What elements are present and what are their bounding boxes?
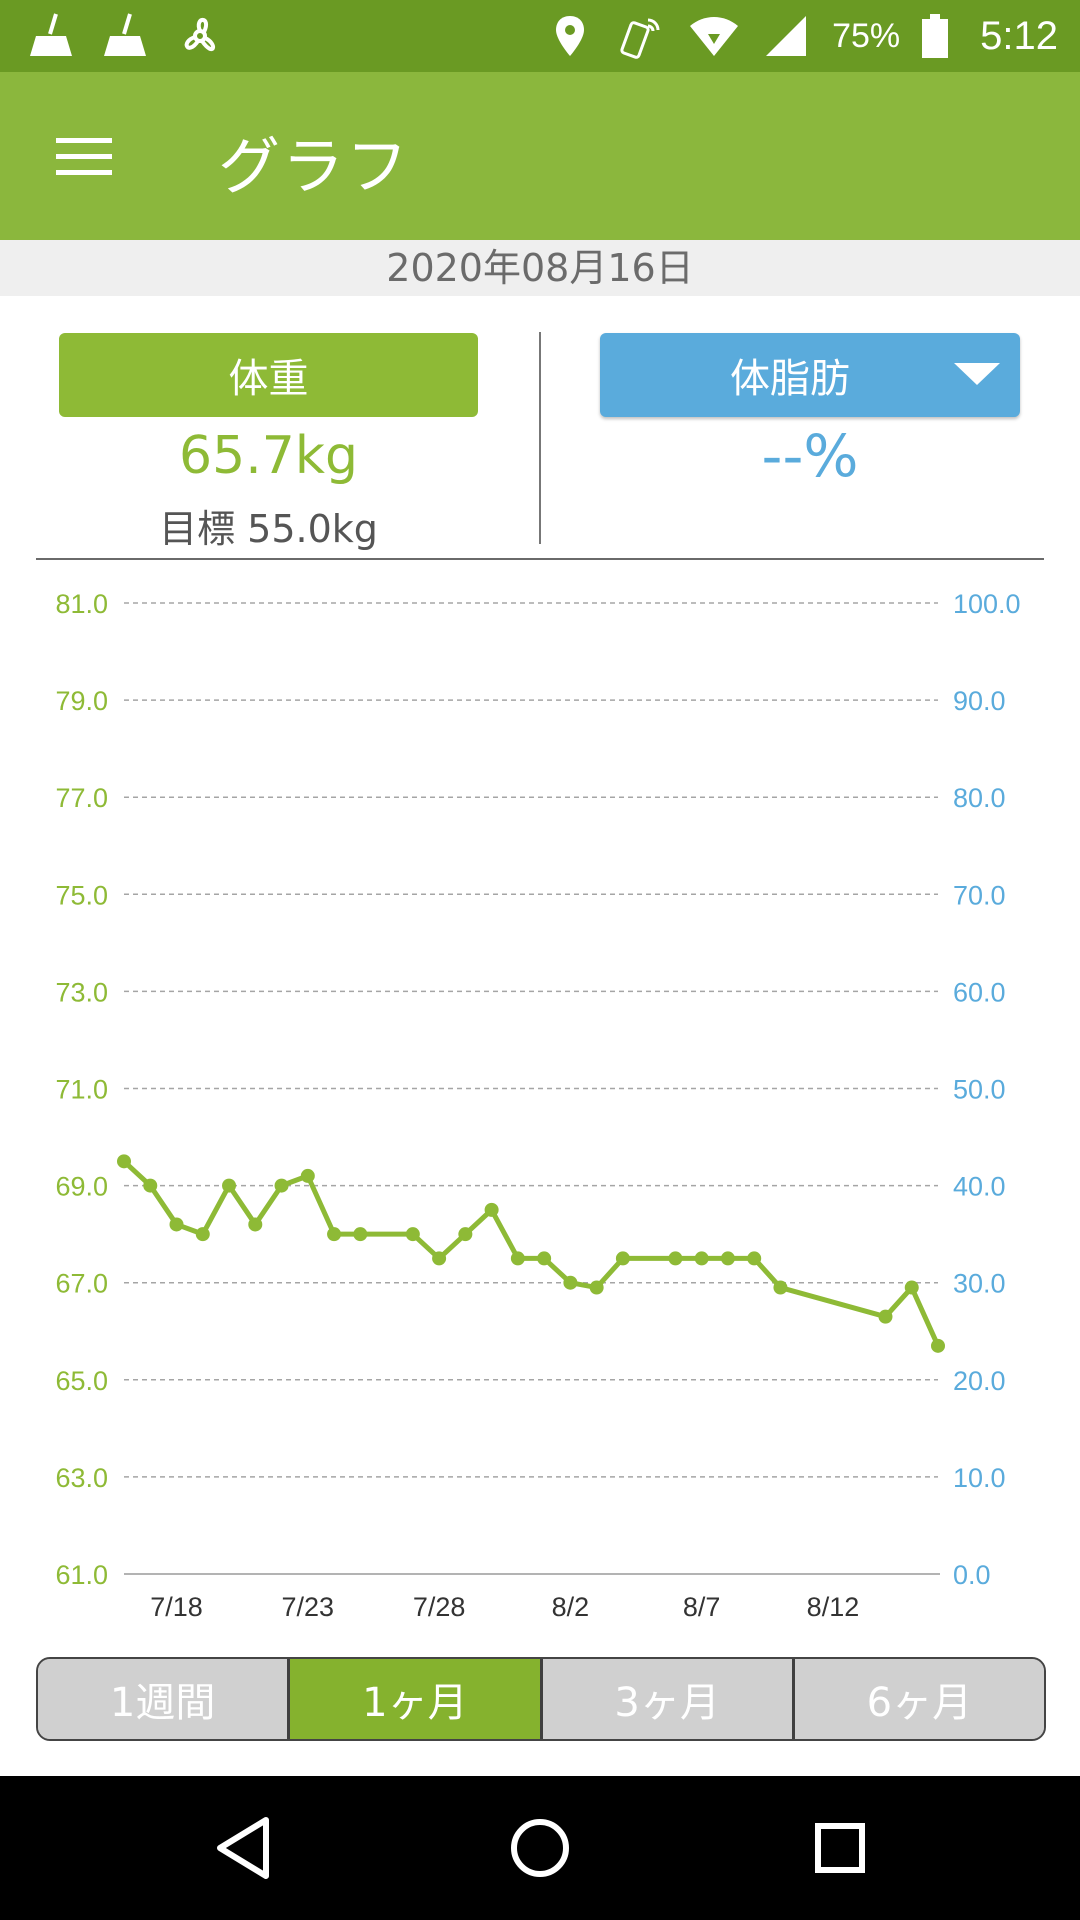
nfc-phone-icon [620, 18, 660, 59]
weight-data-point [694, 1251, 709, 1266]
weight-data-point [248, 1217, 263, 1232]
weight-data-point [931, 1338, 945, 1353]
weight-data-point [327, 1227, 342, 1242]
notification-icons [26, 10, 226, 62]
left-axis-tick-label: 77.0 [55, 783, 108, 813]
right-axis-tick-label: 90.0 [953, 686, 1006, 716]
weight-data-point [117, 1154, 131, 1169]
page-title: グラフ [218, 130, 411, 203]
weight-button-label: 体重 [228, 356, 309, 402]
left-axis-tick-label: 71.0 [55, 1075, 108, 1105]
weight-data-point [458, 1227, 473, 1242]
weight-data-point [904, 1280, 919, 1295]
left-axis-tick-label: 69.0 [55, 1172, 108, 1202]
body-fat-label: 体脂肪 [730, 356, 850, 402]
period-tabs: 1週間 1ヶ月 3ヶ月 6ヶ月 [36, 1657, 1046, 1741]
battery-percent: 75% [832, 16, 901, 55]
right-axis-tick-label: 20.0 [953, 1366, 1006, 1396]
left-axis-tick-label: 61.0 [55, 1560, 108, 1590]
right-axis-tick-label: 40.0 [953, 1172, 1006, 1202]
system-icons: 75% 5:12 [544, 10, 1058, 62]
right-axis-tick-label: 100.0 [953, 589, 1021, 619]
weight-data-point [615, 1251, 630, 1266]
weight-data-point [432, 1251, 447, 1266]
tab-label: 1ヶ月 [362, 1680, 468, 1726]
left-axis-tick-label: 81.0 [55, 589, 108, 619]
weight-data-point [773, 1280, 788, 1295]
weight-data-point [169, 1217, 184, 1232]
navigation-bar [0, 1776, 1080, 1920]
tab-1-week[interactable]: 1週間 [38, 1659, 291, 1739]
wifi-icon [690, 17, 739, 56]
right-axis-tick-label: 80.0 [953, 783, 1006, 813]
weight-data-point [510, 1251, 525, 1266]
tab-6-months[interactable]: 6ヶ月 [794, 1659, 1044, 1739]
weight-data-point [300, 1168, 315, 1183]
broom-icon [104, 13, 146, 56]
x-axis-tick-label: 7/23 [282, 1592, 335, 1622]
location-pin-icon [556, 16, 585, 56]
weight-data-point [537, 1251, 552, 1266]
tab-label: 6ヶ月 [866, 1680, 973, 1726]
left-axis-tick-label: 63.0 [55, 1463, 108, 1493]
body-fat-value: --% [761, 422, 859, 490]
tab-1-month[interactable]: 1ヶ月 [290, 1659, 543, 1739]
x-axis-tick-label: 7/28 [413, 1592, 466, 1622]
weight-chart: 81.0 100.0 79.0 90.0 77.0 80.0 75.0 70.0 73.0 60.… [55, 589, 1021, 1622]
status-bar: 75% 5:12 [0, 0, 1080, 72]
body-fat-dropdown[interactable]: 体脂肪 [600, 333, 1020, 417]
weight-data-point [589, 1280, 604, 1295]
right-axis-tick-label: 30.0 [953, 1269, 1006, 1299]
x-axis-tick-label: 8/12 [807, 1592, 860, 1622]
left-axis-tick-label: 67.0 [55, 1269, 108, 1299]
broom-icon [30, 13, 72, 56]
tab-3-months[interactable]: 3ヶ月 [542, 1659, 795, 1739]
right-axis-tick-label: 10.0 [953, 1463, 1006, 1493]
dropdown-arrow-icon [954, 363, 1000, 385]
weight-data-point [747, 1251, 762, 1266]
weight-data-point [668, 1251, 683, 1266]
left-axis-tick-label: 73.0 [55, 977, 108, 1007]
weight-data-point [563, 1275, 578, 1290]
weight-data-point [353, 1227, 368, 1242]
right-axis-tick-label: 0.0 [953, 1560, 991, 1590]
horizontal-divider [36, 558, 1044, 560]
right-axis-tick-label: 50.0 [953, 1075, 1006, 1105]
x-axis-tick-label: 8/2 [552, 1592, 590, 1622]
summary-panel: 体重 65.7kg 目標 55.0kg 体脂肪 --% [0, 296, 1080, 560]
fan-icon [184, 17, 215, 52]
current-date: 2020年08月16日 [0, 240, 1080, 296]
weight-button[interactable]: 体重 [59, 333, 478, 417]
home-icon[interactable] [468, 1776, 612, 1920]
tab-label: 3ヶ月 [614, 1680, 720, 1726]
recents-icon[interactable] [768, 1776, 912, 1920]
weight-data-point [274, 1178, 289, 1193]
weight-data-point [484, 1202, 499, 1217]
weight-value: 65.7kg [179, 426, 358, 486]
weight-data-point [195, 1227, 210, 1242]
right-axis-tick-label: 70.0 [953, 880, 1006, 910]
tab-label: 1週間 [109, 1680, 216, 1726]
x-axis-tick-label: 7/18 [150, 1592, 203, 1622]
back-icon[interactable] [170, 1776, 314, 1920]
weight-data-point [878, 1309, 893, 1324]
goal-weight: 目標 55.0kg [159, 507, 378, 551]
right-axis-tick-label: 60.0 [953, 977, 1006, 1007]
left-axis-tick-label: 65.0 [55, 1366, 108, 1396]
hamburger-menu-icon[interactable] [44, 122, 124, 190]
left-axis-tick-label: 75.0 [55, 880, 108, 910]
weight-data-point [222, 1178, 237, 1193]
vertical-divider [539, 332, 541, 544]
weight-data-point [720, 1251, 735, 1266]
weight-data-point [143, 1178, 158, 1193]
weight-data-point [405, 1227, 420, 1242]
left-axis-tick-label: 79.0 [55, 686, 108, 716]
weight-series-line [122, 1159, 941, 1347]
app-bar: グラフ [0, 72, 1080, 240]
signal-icon [766, 16, 807, 56]
battery-icon [922, 14, 949, 58]
x-axis-tick-label: 8/7 [683, 1592, 721, 1622]
clock: 5:12 [980, 13, 1058, 58]
